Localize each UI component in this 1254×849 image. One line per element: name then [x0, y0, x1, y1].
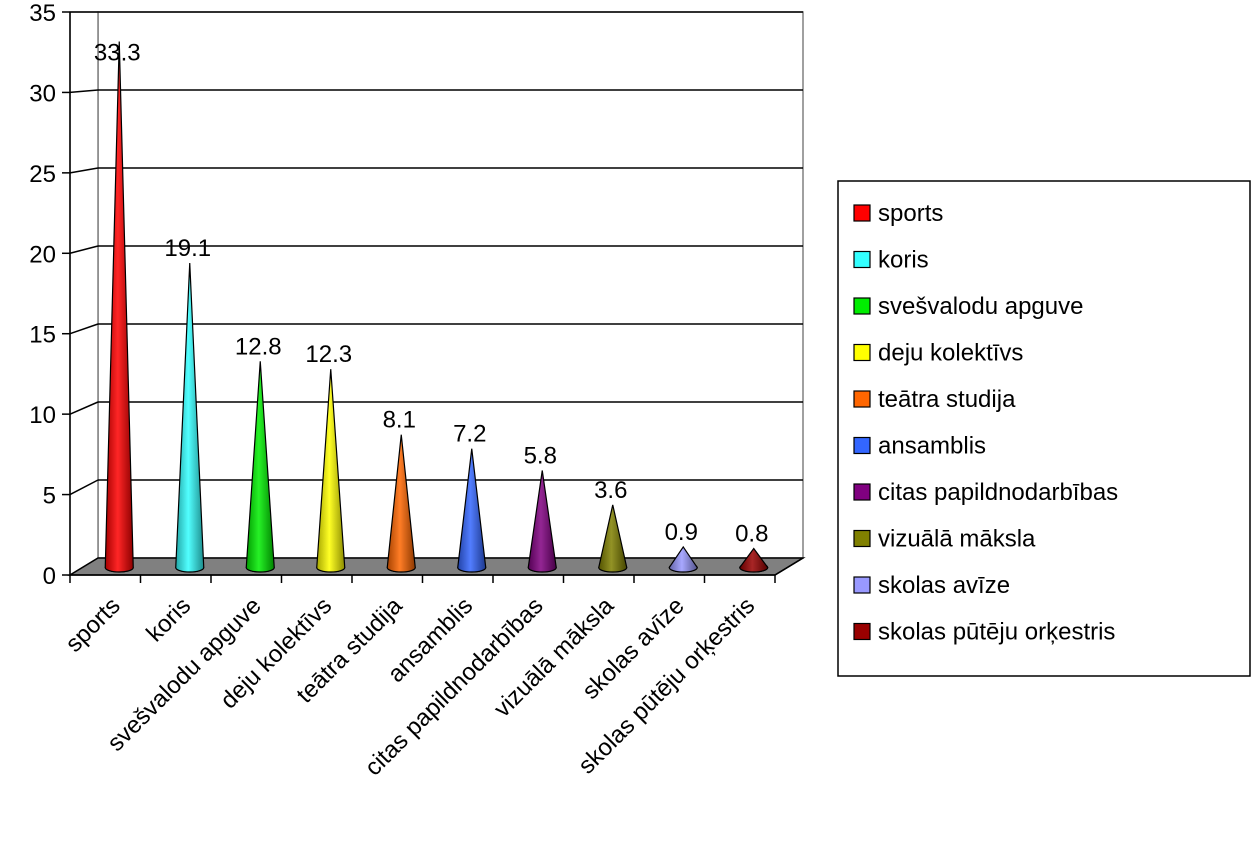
- gridline-side: [69, 479, 99, 496]
- legend-item-deju-kolektivs: deju kolektīvs: [853, 340, 1023, 367]
- gridline-side: [69, 245, 99, 255]
- y-tick-label: 0: [43, 563, 56, 590]
- legend-item-sports: sports: [853, 200, 943, 227]
- gridline-side: [69, 323, 99, 335]
- cone-body: [668, 545, 698, 573]
- data-label-teatra-studija: 8.1: [383, 407, 416, 434]
- y-tick-label: 10: [29, 402, 56, 429]
- y-tick-label: 30: [29, 80, 56, 107]
- cone-koris: [175, 263, 205, 573]
- data-label-skolas-puteju-orkestris: 0.8: [735, 521, 768, 548]
- legend-item-teatra-studija: teātra studija: [853, 386, 1016, 413]
- cone-citas-papildnodarbibas: [527, 470, 557, 573]
- legend: sports koris svešvalodu apguve deju kolektī…: [837, 180, 1251, 677]
- cone-vizuala-maksla: [598, 504, 628, 573]
- y-tick-label: 35: [29, 0, 56, 27]
- legend-swatch: [853, 529, 871, 548]
- gridline-side: [69, 167, 99, 174]
- legend-item-koris: koris: [853, 247, 929, 274]
- legend-swatch: [853, 250, 871, 269]
- data-label-ansamblis: 7.2: [453, 421, 486, 448]
- cone-body: [104, 41, 134, 573]
- axes: [69, 12, 804, 583]
- legend-label: vizuālā māksla: [878, 526, 1036, 553]
- legend-swatch: [853, 343, 871, 362]
- legend-label: sports: [878, 200, 943, 227]
- data-label-deju-kolektivs: 12.3: [305, 341, 352, 368]
- legend-item-ansamblis: ansamblis: [853, 433, 986, 460]
- legend-label: svešvalodu apguve: [878, 293, 1083, 320]
- cone-body: [739, 547, 769, 573]
- data-labels: 33.3 19.1 12.8 12.3 8.1 7.2 5.8 3.6 0.9 0.8: [94, 40, 769, 548]
- data-label-koris: 19.1: [164, 235, 211, 262]
- x-tick-label-sports: sports: [60, 592, 125, 657]
- back-wall: [97, 11, 804, 559]
- data-label-svesvalodu-apguve: 12.8: [235, 333, 282, 360]
- legend-swatch: [853, 622, 871, 641]
- data-label-skolas-avize: 0.9: [665, 519, 698, 546]
- legend-item-skolas-puteju-orkestris: skolas pūtēju orķestris: [853, 619, 1115, 646]
- legend-swatch: [853, 390, 871, 408]
- gridline-side: [69, 401, 99, 415]
- legend-label: ansamblis: [878, 433, 986, 460]
- cone-body: [457, 448, 487, 573]
- data-label-citas-papildnodarbibas: 5.8: [524, 443, 557, 470]
- cone-body: [527, 470, 557, 573]
- y-tick-label: 15: [29, 322, 56, 349]
- legend-item-skolas-avize: skolas avīze: [853, 572, 1010, 599]
- x-axis-depth-line: [774, 557, 804, 576]
- legend-swatch: [853, 436, 871, 455]
- legend-label: citas papildnodarbības: [878, 479, 1118, 506]
- data-label-sports: 33.3: [94, 40, 141, 67]
- y-tick-label: 5: [43, 483, 56, 510]
- x-tick-label-vizuala-maksla: vizuālā māksla: [489, 592, 620, 723]
- legend-item-citas-papildnodarbibas: citas papildnodarbības: [853, 479, 1118, 506]
- legend-label: skolas pūtēju orķestris: [878, 619, 1115, 646]
- side-wall: [69, 11, 99, 577]
- y-axis-ticks: 0 5 10 15 20 25 30 35: [29, 0, 70, 590]
- cone-sports: [104, 41, 134, 573]
- cone-body: [175, 263, 205, 573]
- x-tick-label-koris: koris: [141, 592, 196, 647]
- legend-label: koris: [878, 247, 929, 274]
- legend-item-svesvalodu-apguve: svešvalodu apguve: [853, 293, 1083, 320]
- cone-body: [386, 434, 416, 573]
- cone-teatra-studija: [386, 434, 416, 573]
- legend-label: deju kolektīvs: [878, 340, 1023, 367]
- cone-body: [598, 504, 628, 573]
- legend-swatch: [853, 297, 871, 315]
- legend-label: skolas avīze: [878, 572, 1010, 599]
- y-tick-label: 25: [29, 161, 56, 188]
- cone-body: [316, 369, 346, 573]
- legend-label: teātra studija: [878, 386, 1016, 413]
- cone-svesvalodu-apguve: [245, 361, 275, 573]
- legend-swatch: [853, 204, 871, 222]
- cone-ansamblis: [457, 448, 487, 573]
- legend-swatch: [853, 483, 871, 501]
- cone-skolas-puteju-orkestris: [739, 547, 769, 573]
- legend-box: [837, 180, 1251, 677]
- y-tick-label: 20: [29, 241, 56, 268]
- legend-item-vizuala-maksla: vizuālā māksla: [853, 526, 1036, 553]
- data-label-vizuala-maksla: 3.6: [594, 477, 627, 504]
- cone-skolas-avize: [668, 545, 698, 573]
- cones: [104, 41, 769, 573]
- legend-swatch: [853, 576, 871, 594]
- gridline-side: [69, 89, 99, 94]
- gridlines: [69, 11, 803, 496]
- cone-body: [245, 361, 275, 573]
- cone-deju-kolektivs: [316, 369, 346, 573]
